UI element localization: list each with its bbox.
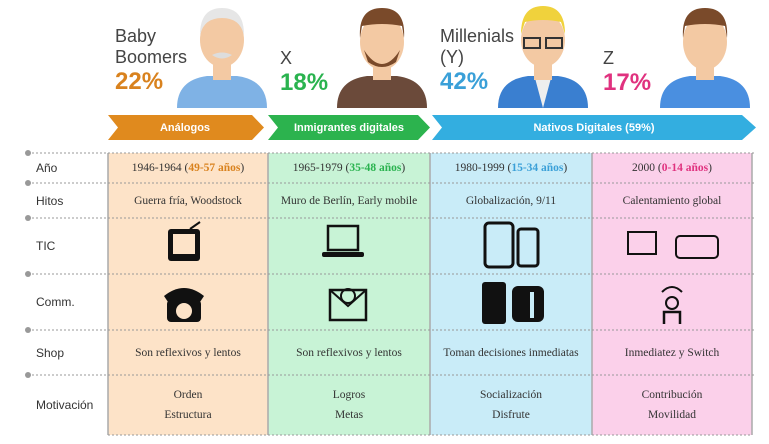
- cell: Toman decisiones inmediatas: [430, 330, 592, 375]
- generation: Millenials (Y) 42%: [440, 26, 514, 96]
- cell: Calentamiento global: [592, 183, 752, 218]
- cell: 1946-1964 (49-57 años): [108, 153, 268, 183]
- cell: [592, 274, 752, 330]
- age-range: 15-34 años: [511, 162, 564, 174]
- cell-text: Estructura: [164, 409, 212, 421]
- generation-name: Boomers: [115, 47, 188, 67]
- year-text: 1946-1964 (: [131, 162, 189, 174]
- cell: Socialización Disfrute: [430, 375, 592, 435]
- group-label: Análogos: [159, 121, 211, 134]
- cell: [268, 274, 430, 330]
- cell-text: Calentamiento global: [622, 194, 722, 207]
- cell-text: Socialización: [480, 389, 542, 401]
- cell-text: Muro de Berlín, Early mobile: [280, 194, 418, 207]
- year-text: ): [401, 162, 406, 174]
- cell-text: Metas: [334, 409, 364, 421]
- cell-text: Guerra fría, Woodstock: [134, 194, 242, 207]
- year-line: 1946-1964 (49-57 años): [132, 158, 244, 178]
- cell: Son reflexivos y lentos: [108, 330, 268, 375]
- generation-percent: 18%: [280, 69, 329, 96]
- avatar: [498, 6, 588, 108]
- cell: [108, 218, 268, 274]
- cell-text: Son reflexivos y lentos: [296, 346, 402, 359]
- year-line: 1980-1999 (15-34 años): [455, 158, 567, 178]
- cell: 1965-1979 (35-48 años): [268, 153, 430, 183]
- cell: 1980-1999 (15-34 años): [430, 153, 592, 183]
- generation-percent: 22%: [115, 68, 164, 95]
- generation-name: (Y): [440, 47, 464, 67]
- row-label: Shop: [36, 345, 65, 360]
- generation-name: Z: [603, 48, 614, 68]
- year-line: 1965-1979 (35-48 años): [293, 158, 405, 178]
- cell: Contribución Movilidad: [592, 375, 752, 435]
- avatar: [337, 8, 427, 108]
- cell: Logros Metas: [268, 375, 430, 435]
- cell-text: Orden: [173, 389, 203, 401]
- cell: [430, 218, 592, 274]
- cell: [430, 274, 592, 330]
- generation-name: Millenials: [440, 26, 515, 46]
- generation-name: Baby: [115, 26, 157, 46]
- age-range: 0-14 años: [661, 162, 709, 174]
- generation-percent: 42%: [440, 68, 489, 95]
- generation: X 18%: [280, 48, 328, 97]
- cell-text: Son reflexivos y lentos: [135, 346, 241, 359]
- cell-text: Contribución: [641, 389, 703, 401]
- avatar: [177, 8, 267, 108]
- year-text: 1965-1979 (: [292, 162, 350, 174]
- cell: Son reflexivos y lentos: [268, 330, 430, 375]
- year-text: ): [708, 162, 712, 174]
- row-label: TIC: [36, 239, 56, 253]
- cell: [268, 218, 430, 274]
- age-range: 35-48 años: [349, 162, 402, 174]
- row-label: Hitos: [36, 193, 64, 208]
- row-label: Motivación: [36, 398, 94, 412]
- cell-text: Movilidad: [648, 409, 696, 421]
- cell: Orden Estructura: [108, 375, 268, 435]
- cell: [592, 218, 752, 274]
- generation-percent: 17%: [603, 69, 652, 96]
- cell-text: Logros: [332, 389, 366, 401]
- cell-text: Inmediatez y Switch: [624, 346, 720, 359]
- group-label: Nativos Digitales (59%): [533, 121, 655, 134]
- generation: Baby Boomers 22%: [115, 26, 187, 96]
- cell: [108, 274, 268, 330]
- row-label: Año: [36, 161, 58, 175]
- year-text: 1980-1999 (: [454, 162, 512, 174]
- cell-text: Disfrute: [492, 409, 530, 421]
- year-text: 2000 (: [632, 162, 662, 174]
- year-line: 2000 (0-14 años): [632, 158, 712, 178]
- generation: Z 17%: [603, 48, 651, 97]
- cell-text: Toman decisiones inmediatas: [443, 346, 579, 359]
- cell-text: Globalización, 9/11: [465, 194, 557, 207]
- age-range: 49-57 años: [188, 162, 241, 174]
- cell: Inmediatez y Switch: [592, 330, 752, 375]
- cell: Guerra fría, Woodstock: [108, 183, 268, 218]
- avatar: [660, 8, 750, 108]
- group-label: Inmigrantes digitales: [293, 121, 405, 134]
- cell: Muro de Berlín, Early mobile: [268, 183, 430, 218]
- cell: Globalización, 9/11: [430, 183, 592, 218]
- row-label: Comm.: [36, 295, 75, 309]
- generation-name: X: [280, 48, 293, 68]
- icons: [164, 221, 719, 324]
- year-text: ): [240, 162, 245, 174]
- year-text: ): [563, 162, 568, 174]
- cell: 2000 (0-14 años): [592, 153, 752, 183]
